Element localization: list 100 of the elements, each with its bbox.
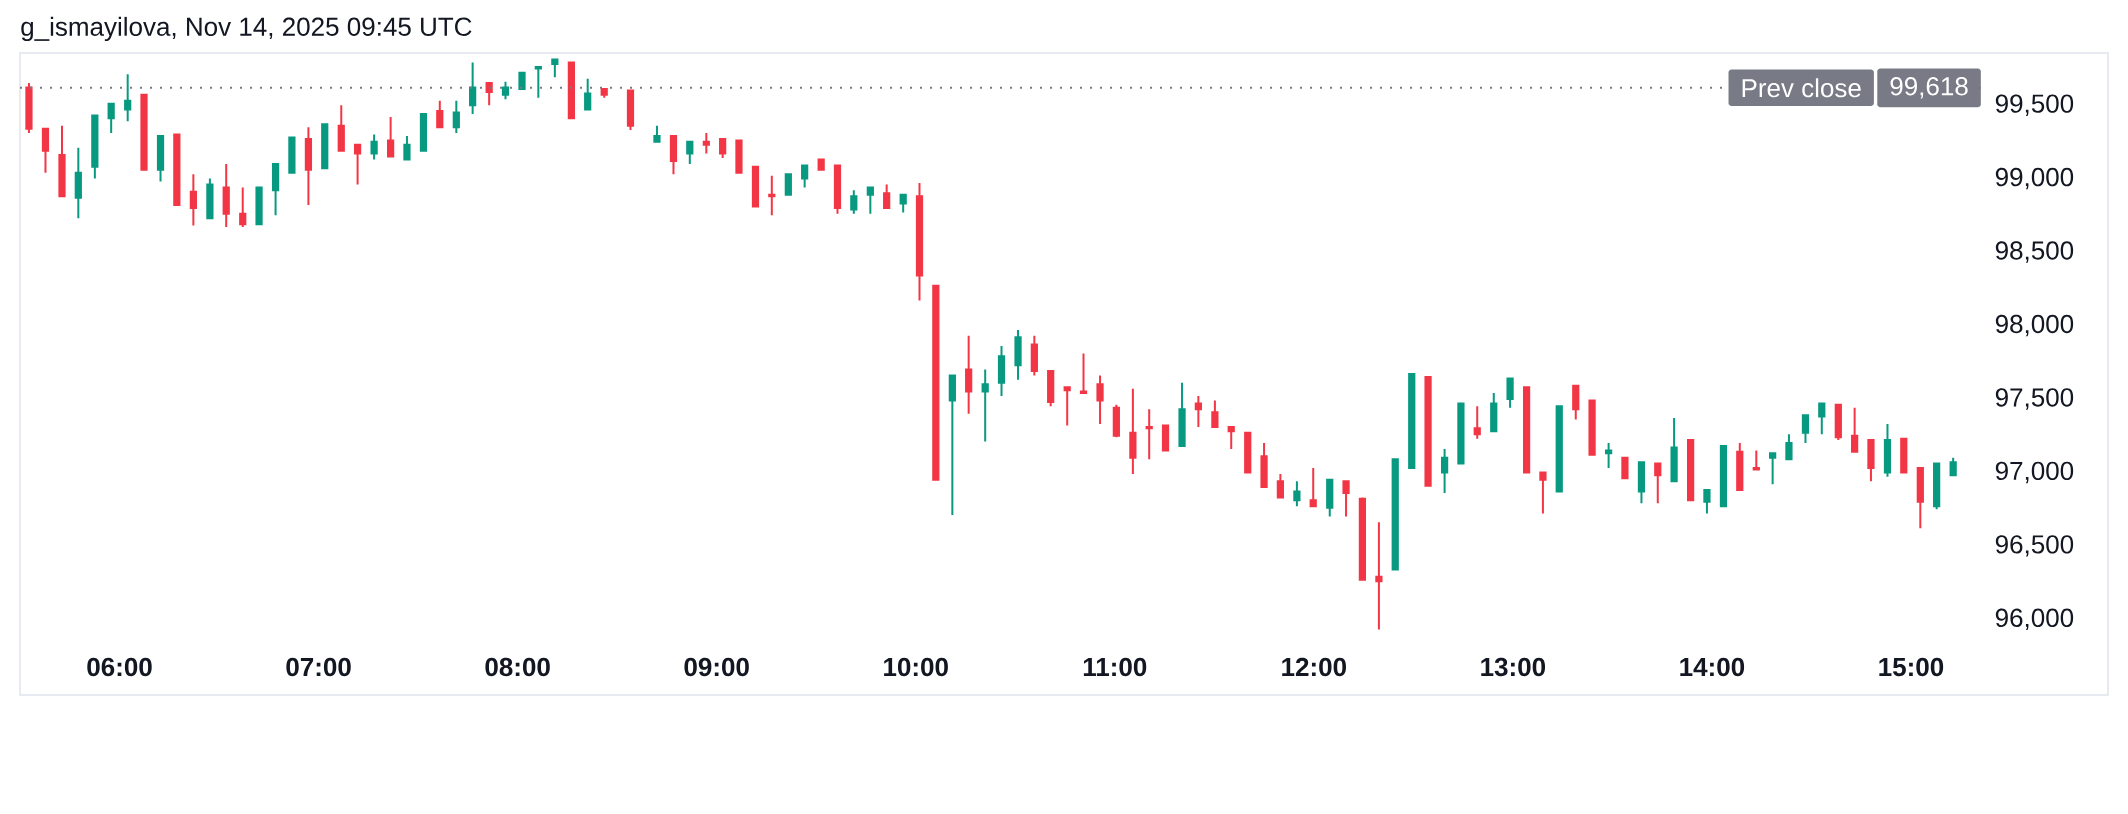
candlestick bbox=[1916, 467, 1924, 530]
candlestick bbox=[1408, 372, 1416, 470]
candlestick bbox=[74, 146, 82, 220]
candlestick bbox=[1326, 478, 1334, 518]
candlestick bbox=[584, 77, 592, 111]
candlestick bbox=[156, 134, 165, 183]
candlestick bbox=[1949, 456, 1957, 477]
candlestick bbox=[600, 87, 608, 99]
candlestick bbox=[1112, 403, 1120, 439]
candlestick bbox=[1818, 402, 1826, 436]
x-tick-label: 09:00 bbox=[684, 657, 749, 677]
candlestick bbox=[1145, 408, 1153, 461]
candlestick bbox=[1063, 386, 1071, 427]
candlestick bbox=[751, 165, 760, 208]
y-tick-label: 98,500 bbox=[1995, 241, 2074, 263]
candlestick bbox=[1637, 461, 1646, 505]
candlestick bbox=[850, 189, 858, 215]
candlestick bbox=[1883, 422, 1892, 478]
candlestick bbox=[403, 134, 411, 161]
candlestick bbox=[1440, 447, 1449, 494]
ref-line-label: Prev close bbox=[1742, 78, 1861, 98]
candlestick bbox=[387, 115, 395, 158]
candlestick bbox=[1588, 399, 1596, 456]
y-tick-label: 96,000 bbox=[1995, 608, 2074, 631]
candlestick bbox=[1539, 471, 1547, 515]
candlestick bbox=[1490, 392, 1498, 433]
candlestick bbox=[206, 177, 214, 220]
candlestick bbox=[239, 186, 247, 229]
candlestick bbox=[551, 58, 559, 79]
candlestick bbox=[107, 102, 115, 135]
candlestick bbox=[1457, 402, 1465, 465]
candlestick bbox=[485, 82, 493, 107]
candlestick bbox=[337, 104, 345, 152]
y-tick-label: 98,000 bbox=[1995, 314, 2074, 337]
candlestick bbox=[1769, 452, 1777, 486]
x-tick-label: 13:00 bbox=[1481, 657, 1546, 677]
candlestick bbox=[1391, 458, 1399, 571]
candlestick bbox=[653, 124, 661, 143]
candlestick bbox=[768, 174, 776, 217]
candlestick bbox=[866, 186, 874, 215]
candlestick bbox=[1736, 442, 1744, 492]
candlestick bbox=[1801, 414, 1810, 445]
candlestick bbox=[419, 112, 428, 152]
candlestick bbox=[883, 183, 891, 209]
candlestick bbox=[1621, 456, 1629, 480]
candlestick bbox=[41, 127, 50, 174]
x-tick-label: 12:00 bbox=[1282, 657, 1346, 677]
candlestick bbox=[173, 133, 181, 207]
candlestick bbox=[1358, 496, 1366, 581]
candlestick bbox=[501, 80, 510, 101]
x-tick-label: 15:00 bbox=[1879, 657, 1944, 677]
candlestick bbox=[1785, 433, 1793, 461]
candlestick bbox=[271, 162, 280, 217]
candlestick bbox=[1506, 377, 1514, 409]
x-tick-label: 08:00 bbox=[485, 657, 550, 677]
candlestick bbox=[189, 173, 197, 227]
x-tick-label: 11:00 bbox=[1083, 657, 1147, 677]
candlestick bbox=[1030, 334, 1038, 377]
y-tick-label: 99,000 bbox=[1995, 167, 2074, 190]
x-tick-label: 06:00 bbox=[87, 657, 152, 677]
candlestick bbox=[1670, 417, 1678, 483]
candlestick bbox=[1473, 405, 1481, 440]
annotation: 99,618 bbox=[1890, 77, 1968, 99]
candlestick bbox=[915, 182, 924, 302]
candlestick bbox=[1719, 444, 1728, 508]
candlestick bbox=[1309, 467, 1317, 508]
chart-title: g_ismayilova, Nov 14, 2025 09:45 UTC bbox=[21, 16, 472, 42]
candlestick bbox=[784, 173, 792, 196]
candlestick bbox=[1129, 387, 1137, 475]
candlestick bbox=[1605, 442, 1613, 470]
candlestick bbox=[817, 158, 825, 171]
candlestick bbox=[1555, 405, 1563, 493]
candlestick bbox=[1703, 489, 1711, 515]
candlestick bbox=[1276, 472, 1284, 499]
candlestick bbox=[801, 164, 809, 189]
candlestick bbox=[1834, 403, 1842, 442]
candlestick bbox=[436, 99, 444, 129]
candlestick bbox=[1867, 439, 1875, 483]
candlestick bbox=[304, 126, 313, 207]
candlestick bbox=[702, 132, 710, 155]
candlestick bbox=[469, 61, 477, 115]
y-tick-label: 99,500 bbox=[1995, 94, 2074, 116]
candlestick bbox=[288, 136, 296, 174]
candlestick bbox=[1687, 439, 1695, 502]
candlestick bbox=[140, 93, 148, 171]
candlestick bbox=[997, 345, 1006, 398]
candlestick bbox=[1260, 442, 1268, 489]
candlestick bbox=[1211, 399, 1219, 428]
candlestick bbox=[1424, 375, 1432, 487]
y-tick-label: 97,500 bbox=[1995, 388, 2074, 410]
candlestick bbox=[899, 193, 907, 214]
candlestick bbox=[965, 334, 973, 415]
y-tick-label: 96,500 bbox=[1995, 535, 2074, 557]
x-tick-label: 07:00 bbox=[286, 657, 351, 677]
candlestick bbox=[1342, 480, 1350, 518]
candlestick bbox=[981, 368, 989, 443]
candlestick bbox=[58, 124, 66, 198]
candlestick bbox=[321, 123, 329, 170]
candlestick bbox=[353, 143, 362, 186]
candlestick bbox=[669, 134, 678, 176]
